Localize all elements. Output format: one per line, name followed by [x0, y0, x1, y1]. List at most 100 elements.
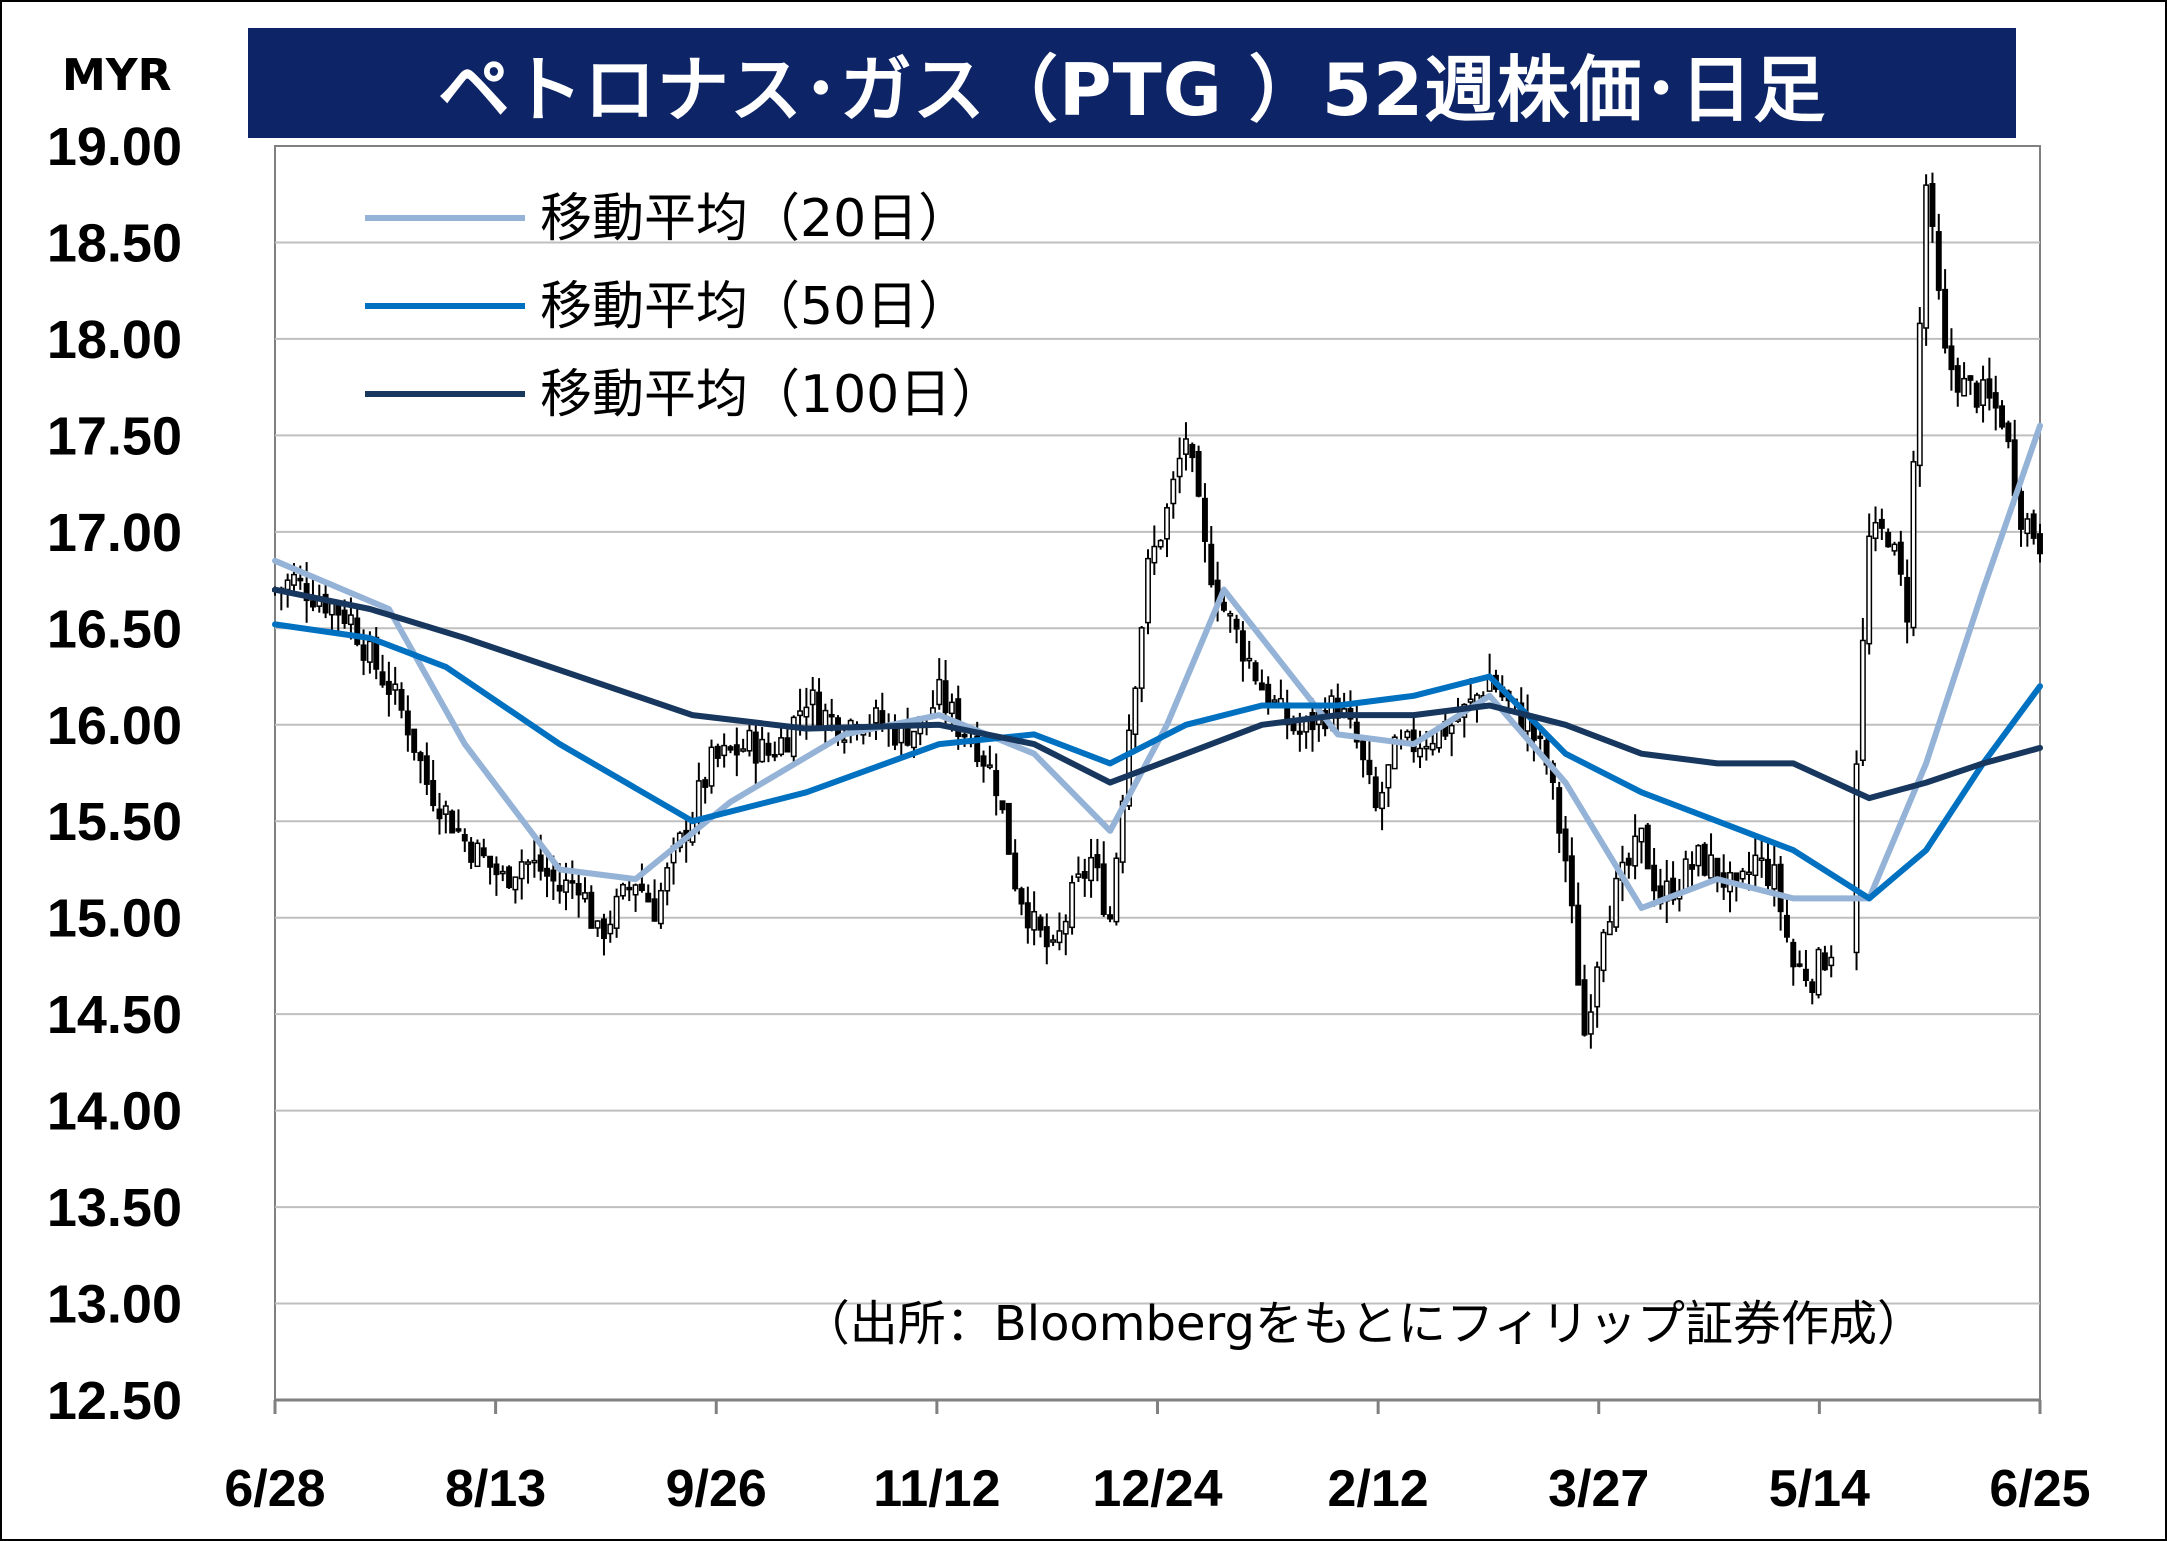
candle-body: [423, 755, 430, 785]
candle-body: [335, 604, 342, 616]
candle-body: [1689, 864, 1696, 870]
candle-body: [1448, 724, 1455, 735]
candle-body: [1878, 518, 1885, 529]
candle-body: [1094, 854, 1101, 869]
candle-body: [657, 889, 664, 925]
x-tick-label: 2/12: [1328, 1460, 1429, 1518]
candle-body: [1752, 854, 1759, 877]
candle-body: [752, 731, 759, 764]
y-unit-label: MYR: [62, 50, 172, 101]
candle-body: [1208, 543, 1215, 586]
candle-body: [1005, 802, 1012, 855]
candle-body: [1606, 921, 1613, 936]
x-tick-label: 3/27: [1548, 1460, 1649, 1518]
candle-body: [1088, 856, 1095, 882]
y-tick-label: 13.00: [47, 1275, 182, 1335]
candle-body: [1859, 639, 1866, 762]
candle-body: [291, 573, 297, 586]
x-tick-label: 5/14: [1769, 1460, 1870, 1518]
candle-body: [417, 752, 424, 762]
candle-body: [1758, 857, 1765, 861]
candle-body: [328, 602, 335, 616]
candle-body: [2030, 513, 2037, 539]
candle-body: [651, 898, 658, 922]
candle-body: [1986, 378, 1993, 399]
candle-body: [1176, 457, 1183, 478]
candle-body: [1423, 745, 1430, 750]
candle-body: [1404, 730, 1411, 739]
x-tick-label: 12/24: [1092, 1460, 1222, 1518]
candle-body: [1145, 557, 1151, 624]
candle-body: [1043, 926, 1050, 948]
x-tick-label: 6/28: [224, 1460, 325, 1518]
candle-body: [474, 842, 481, 868]
candle-body: [1126, 729, 1132, 807]
candle-body: [1562, 828, 1569, 862]
y-tick-label: 18.00: [47, 310, 182, 370]
candle-body: [594, 920, 601, 929]
candle-body: [619, 883, 626, 897]
candle-body: [1100, 863, 1107, 916]
candle-body: [493, 863, 500, 876]
candle-body: [790, 716, 797, 758]
candle-body: [1246, 657, 1253, 662]
candle-body: [1828, 956, 1835, 967]
candle-body: [936, 678, 943, 706]
candle-body: [468, 841, 475, 863]
candle-body: [638, 883, 645, 892]
candle-body: [974, 735, 981, 763]
candle-body: [607, 923, 614, 935]
y-tick-label: 16.00: [47, 696, 182, 756]
candle-body: [461, 834, 468, 842]
candle-body: [1796, 963, 1803, 967]
candle-body: [1632, 835, 1639, 867]
candle-body: [2024, 518, 2031, 535]
candle-body: [506, 866, 513, 889]
candle-body: [1942, 288, 1949, 349]
candle-body: [721, 744, 728, 757]
candle-body: [1872, 521, 1879, 540]
candle-body: [1075, 873, 1082, 878]
candle-body: [1625, 857, 1632, 866]
candle-body: [1746, 871, 1752, 876]
candle-body: [556, 884, 563, 892]
candle-body: [385, 680, 392, 695]
x-tick-label: 6/25: [1989, 1460, 2090, 1518]
candle-body: [1600, 931, 1607, 972]
candle-body: [632, 884, 639, 896]
candle-body: [1069, 882, 1076, 929]
candle-body: [347, 614, 354, 626]
candle-body: [2037, 533, 2043, 555]
candle-body: [499, 870, 506, 875]
candle-body: [455, 828, 462, 832]
candle-body: [575, 883, 582, 896]
candle-body: [1904, 576, 1911, 623]
candle-body: [1790, 941, 1797, 968]
candle-body: [1164, 507, 1170, 540]
candle-body: [1157, 539, 1164, 548]
candle-body: [442, 805, 449, 815]
candle-body: [1885, 531, 1892, 548]
candle-body: [1587, 1011, 1594, 1035]
candle-body: [1258, 682, 1265, 691]
y-tick-label: 12.50: [47, 1371, 182, 1431]
candle-body: [1195, 450, 1202, 497]
candle-body: [563, 879, 569, 893]
candle-body: [733, 744, 740, 756]
y-tick-label: 14.00: [47, 1082, 182, 1142]
candle-body: [740, 748, 747, 752]
candle-body: [537, 854, 544, 872]
y-tick-label: 17.50: [47, 406, 182, 466]
candle-body: [797, 710, 804, 717]
candle-body: [582, 892, 588, 900]
candle-body: [1050, 939, 1057, 943]
candle-body: [303, 583, 310, 602]
candle-body: [1031, 910, 1038, 931]
candle-body: [1556, 787, 1563, 834]
candle-body: [1891, 543, 1898, 552]
candle-body: [1929, 183, 1936, 227]
candle-body: [1613, 877, 1620, 928]
candle-body: [341, 609, 348, 624]
